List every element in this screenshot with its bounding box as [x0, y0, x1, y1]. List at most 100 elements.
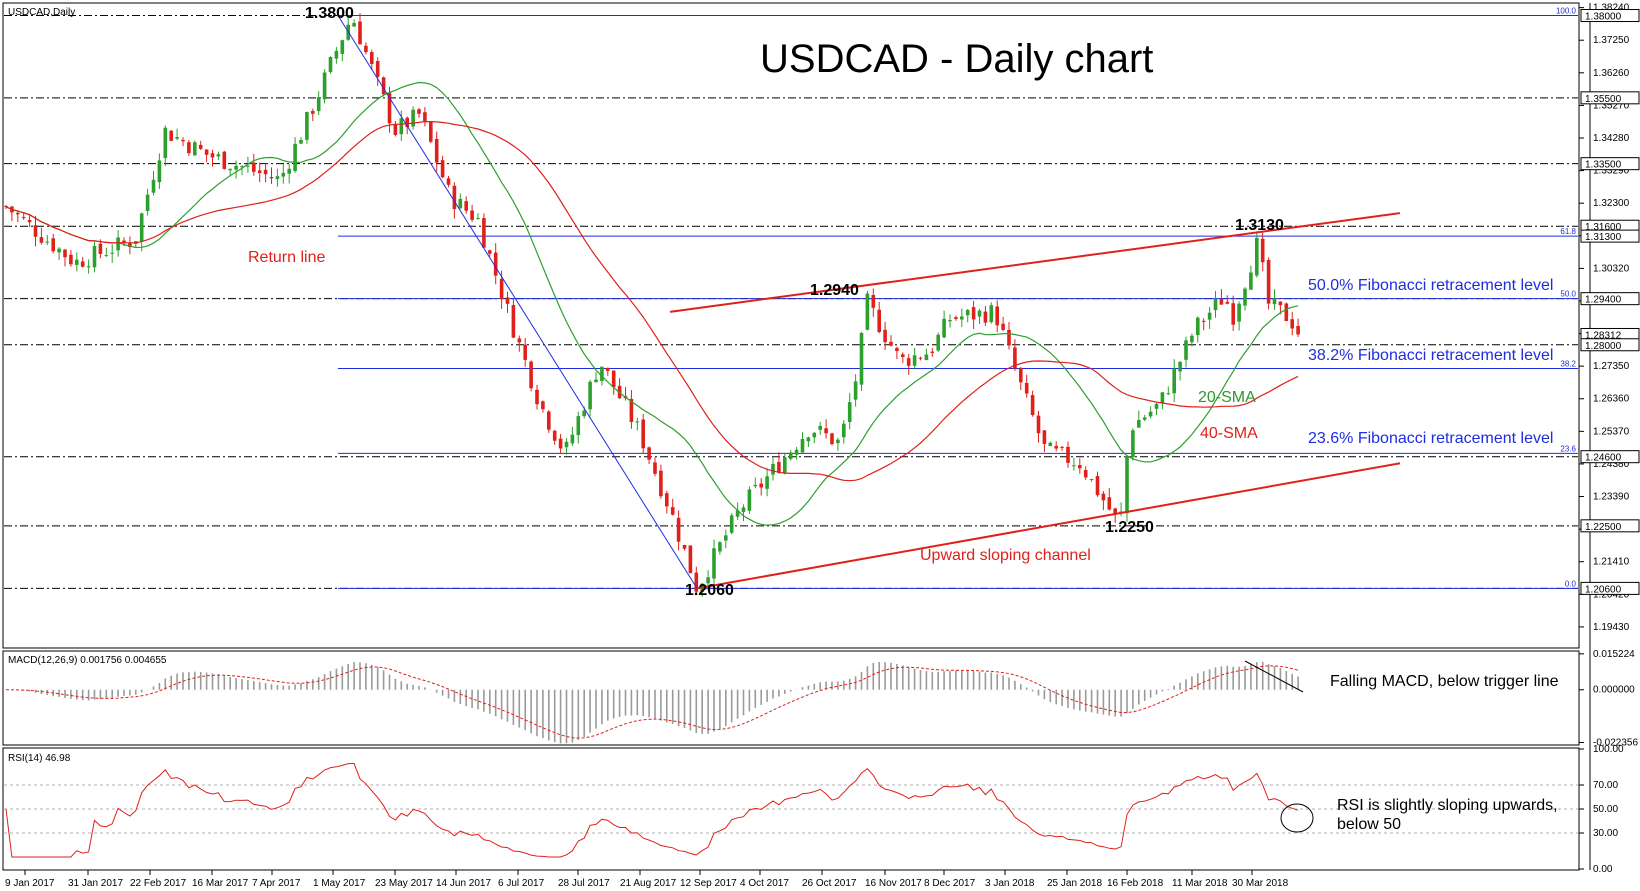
- candle-body: [912, 355, 917, 366]
- fib-pct-label: 50.0: [1560, 290, 1576, 299]
- candle-body: [446, 178, 451, 185]
- candle-body: [1278, 301, 1283, 306]
- macd-tick-label: -0.022356: [1593, 737, 1638, 748]
- date-tick-label: 16 Mar 2017: [192, 878, 249, 889]
- candle-body: [151, 179, 156, 193]
- price-tick-label: 1.19430: [1593, 622, 1630, 633]
- price-tick-label: 1.21410: [1593, 557, 1630, 568]
- candle-body: [641, 419, 645, 449]
- candle-body: [824, 428, 828, 434]
- candle-body: [116, 237, 120, 251]
- candle-body: [39, 237, 44, 243]
- candle-body: [511, 305, 516, 338]
- candle-body: [411, 109, 415, 127]
- candle-body: [930, 351, 935, 353]
- candle-body: [482, 218, 486, 248]
- date-tick-label: 9 Jan 2017: [5, 878, 55, 889]
- candle-body: [753, 484, 758, 487]
- trend-lines: [337, 15, 1401, 590]
- candle-body: [4, 206, 8, 208]
- price-level-label: 1.20600: [1585, 584, 1622, 595]
- macd-indicator: 0.015224 0.000000 -0.022356: [5, 649, 1638, 748]
- fib-pct-label: 61.8: [1560, 227, 1576, 236]
- price-tick-label: 1.33290: [1593, 166, 1630, 177]
- candle-body: [1019, 367, 1023, 383]
- candle-body: [405, 117, 409, 128]
- candle-body: [1089, 479, 1094, 481]
- candle-body: [965, 309, 970, 316]
- candle-body: [594, 379, 598, 383]
- rsi-indicator: 100.00 70.00 50.00 30.00 0.00: [4, 744, 1624, 875]
- candle-body: [98, 243, 103, 254]
- candle-body: [228, 168, 232, 171]
- candle-body: [352, 23, 356, 27]
- moving-averages: [5, 81, 1299, 526]
- price-tick-label: 1.27350: [1593, 361, 1630, 372]
- candle-body: [906, 358, 911, 366]
- macd-signal-line: [5, 665, 1299, 739]
- candle-body: [139, 213, 144, 242]
- candle-body: [322, 72, 327, 100]
- candle-body: [458, 198, 463, 209]
- candle-body: [847, 402, 852, 423]
- candle-body: [1095, 476, 1100, 496]
- label-1-2940: 1.2940: [810, 282, 859, 299]
- candle-body: [1219, 298, 1224, 305]
- candle-body: [429, 122, 433, 142]
- candle-body: [175, 136, 179, 139]
- price-tick-label: 1.35270: [1593, 100, 1630, 111]
- candle-body: [423, 112, 427, 122]
- candle-body: [842, 423, 846, 438]
- candle-body: [370, 52, 374, 64]
- date-tick-label: 31 Jan 2017: [68, 878, 123, 889]
- candle-body: [576, 416, 581, 436]
- fib-anchor-line: [337, 15, 698, 589]
- candle-body: [783, 457, 787, 474]
- return-line-label: Return line: [248, 249, 325, 266]
- fib-50-label: 50.0% Fibonacci retracement level: [1308, 277, 1553, 294]
- candle-body: [252, 162, 256, 172]
- price-tick-label: 1.25370: [1593, 426, 1630, 437]
- price-tick-label: 1.34280: [1593, 133, 1630, 144]
- candle-body: [1213, 298, 1218, 311]
- candle-body: [45, 241, 50, 243]
- fib-pct-label: 100.0: [1556, 7, 1577, 16]
- candle-body: [169, 130, 173, 141]
- candle-body: [440, 160, 445, 178]
- price-level-label: 1.29400: [1585, 295, 1622, 306]
- candle-body: [1255, 237, 1259, 276]
- candle-body: [653, 462, 657, 474]
- candle-body: [499, 278, 504, 300]
- candle-body: [358, 21, 362, 45]
- candle-body: [1296, 325, 1300, 335]
- candle-body: [334, 50, 339, 59]
- rsi-tick-label: 100.00: [1593, 744, 1624, 755]
- candle-body: [381, 77, 386, 95]
- price-level-box: [1580, 9, 1640, 23]
- price-level-box: [1580, 581, 1640, 595]
- candle-body: [1201, 320, 1206, 322]
- candle-body: [806, 437, 811, 442]
- date-tick-label: 21 Aug 2017: [620, 878, 677, 889]
- candle-body: [588, 381, 592, 410]
- candle-body: [936, 334, 940, 351]
- date-axis: 9 Jan 2017 31 Jan 2017 22 Feb 2017 16 Mar 2…: [5, 870, 1289, 889]
- candle-body: [375, 61, 380, 77]
- candle-body: [960, 316, 964, 320]
- macd-panel-frame: [2, 650, 1580, 746]
- price-axis: 1.38240 1.37250 1.36260 1.35270 1.34280 1.332…: [1579, 3, 1640, 633]
- return-line: [669, 212, 1401, 313]
- candle-body: [877, 309, 881, 333]
- candle-body: [818, 425, 822, 430]
- sma20-label: 20-SMA: [1198, 389, 1256, 406]
- rsi-tick-label: 0.00: [1593, 864, 1613, 875]
- candle-body: [1207, 312, 1212, 320]
- candle-body: [1260, 238, 1265, 263]
- candle-body: [676, 517, 681, 542]
- price-tick-label: 1.38240: [1593, 3, 1630, 14]
- candle-body: [198, 144, 203, 149]
- price-tick-label: 1.32300: [1593, 198, 1630, 209]
- candle-body: [1042, 430, 1047, 444]
- candle-body: [51, 238, 55, 252]
- price-level-box: [1580, 450, 1640, 464]
